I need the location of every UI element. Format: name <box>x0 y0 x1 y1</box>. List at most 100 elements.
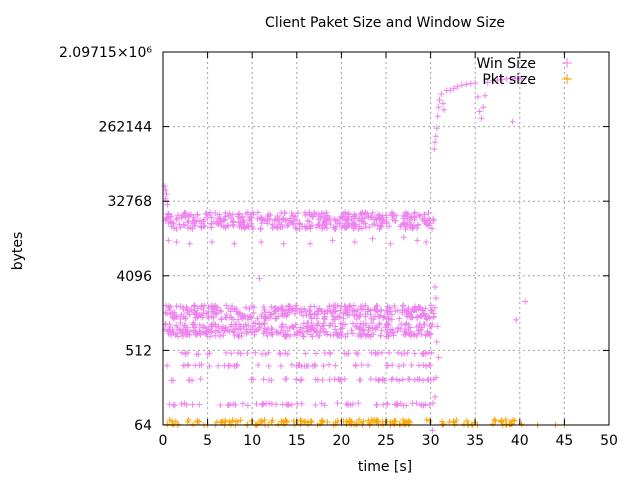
data-point <box>189 377 196 384</box>
data-point <box>376 313 383 320</box>
data-point <box>300 312 307 319</box>
data-point <box>450 418 457 425</box>
data-point <box>229 328 236 335</box>
data-point <box>426 349 433 356</box>
data-point <box>216 307 223 314</box>
data-point <box>349 320 356 327</box>
data-point <box>334 217 341 224</box>
data-point <box>206 363 213 370</box>
data-point <box>280 240 287 247</box>
data-point <box>172 418 179 425</box>
data-point <box>342 217 349 224</box>
data-point <box>332 362 339 369</box>
data-point <box>432 283 439 290</box>
data-point <box>304 328 311 335</box>
data-point <box>368 417 375 424</box>
data-point <box>326 361 333 368</box>
data-point <box>209 306 216 313</box>
data-point <box>363 224 370 231</box>
data-point <box>283 401 290 408</box>
data-point <box>356 215 363 222</box>
data-point <box>324 307 331 314</box>
series-win-size <box>161 75 529 434</box>
data-point <box>218 308 225 315</box>
data-point <box>180 333 187 340</box>
data-point <box>314 376 321 383</box>
x-tick-label: 35 <box>466 433 484 449</box>
data-point <box>259 419 266 426</box>
data-point <box>322 217 329 224</box>
data-point <box>453 417 460 424</box>
data-point <box>494 77 501 84</box>
data-point <box>334 400 341 407</box>
data-point <box>315 320 322 327</box>
data-point <box>294 400 301 407</box>
data-point <box>192 362 199 369</box>
data-point <box>384 303 391 310</box>
data-point <box>420 361 427 368</box>
x-tick-label: 10 <box>243 433 261 449</box>
data-point <box>334 418 341 425</box>
data-point <box>416 213 423 220</box>
data-point <box>214 220 221 227</box>
data-point <box>237 323 244 330</box>
data-point <box>407 324 414 331</box>
data-point <box>323 328 330 335</box>
data-point <box>290 417 297 424</box>
data-point <box>277 224 284 231</box>
data-point <box>391 302 398 309</box>
data-point <box>207 333 214 340</box>
data-point <box>231 240 238 247</box>
data-point <box>265 363 272 370</box>
data-point <box>384 400 391 407</box>
data-point <box>224 222 231 229</box>
data-point <box>392 308 399 315</box>
data-point <box>260 304 267 311</box>
data-point <box>234 361 241 368</box>
series-pkt-size <box>164 75 571 428</box>
data-point <box>248 376 255 383</box>
data-point <box>174 215 181 222</box>
data-point <box>286 325 293 332</box>
data-point <box>365 332 372 339</box>
data-point <box>384 362 391 369</box>
data-point <box>369 235 376 242</box>
data-point <box>435 104 442 111</box>
data-point <box>192 315 199 322</box>
data-point <box>373 376 380 383</box>
data-point <box>421 211 428 218</box>
data-point <box>415 222 422 229</box>
data-point <box>296 226 303 233</box>
data-point <box>292 224 299 231</box>
data-point <box>259 350 266 357</box>
data-point <box>293 376 300 383</box>
data-point <box>378 349 385 356</box>
data-point <box>484 79 491 86</box>
data-point <box>229 211 236 218</box>
data-point <box>402 418 409 425</box>
data-point <box>254 315 261 322</box>
data-point <box>218 316 225 323</box>
data-point <box>275 421 282 428</box>
data-point <box>226 362 233 369</box>
data-point <box>386 223 393 230</box>
data-point <box>248 329 255 336</box>
data-point <box>345 210 352 217</box>
data-point <box>426 314 433 321</box>
data-point <box>312 362 319 369</box>
data-point <box>182 322 189 329</box>
data-point <box>212 332 219 339</box>
data-point <box>491 416 498 423</box>
data-point <box>435 354 442 361</box>
data-point <box>278 323 285 330</box>
data-point <box>173 226 180 233</box>
data-point <box>352 323 359 330</box>
data-point <box>234 349 241 356</box>
data-point <box>165 330 172 337</box>
data-point <box>261 325 268 332</box>
data-point <box>385 322 392 329</box>
data-point <box>316 332 323 339</box>
data-point <box>423 221 430 228</box>
data-point <box>228 314 235 321</box>
